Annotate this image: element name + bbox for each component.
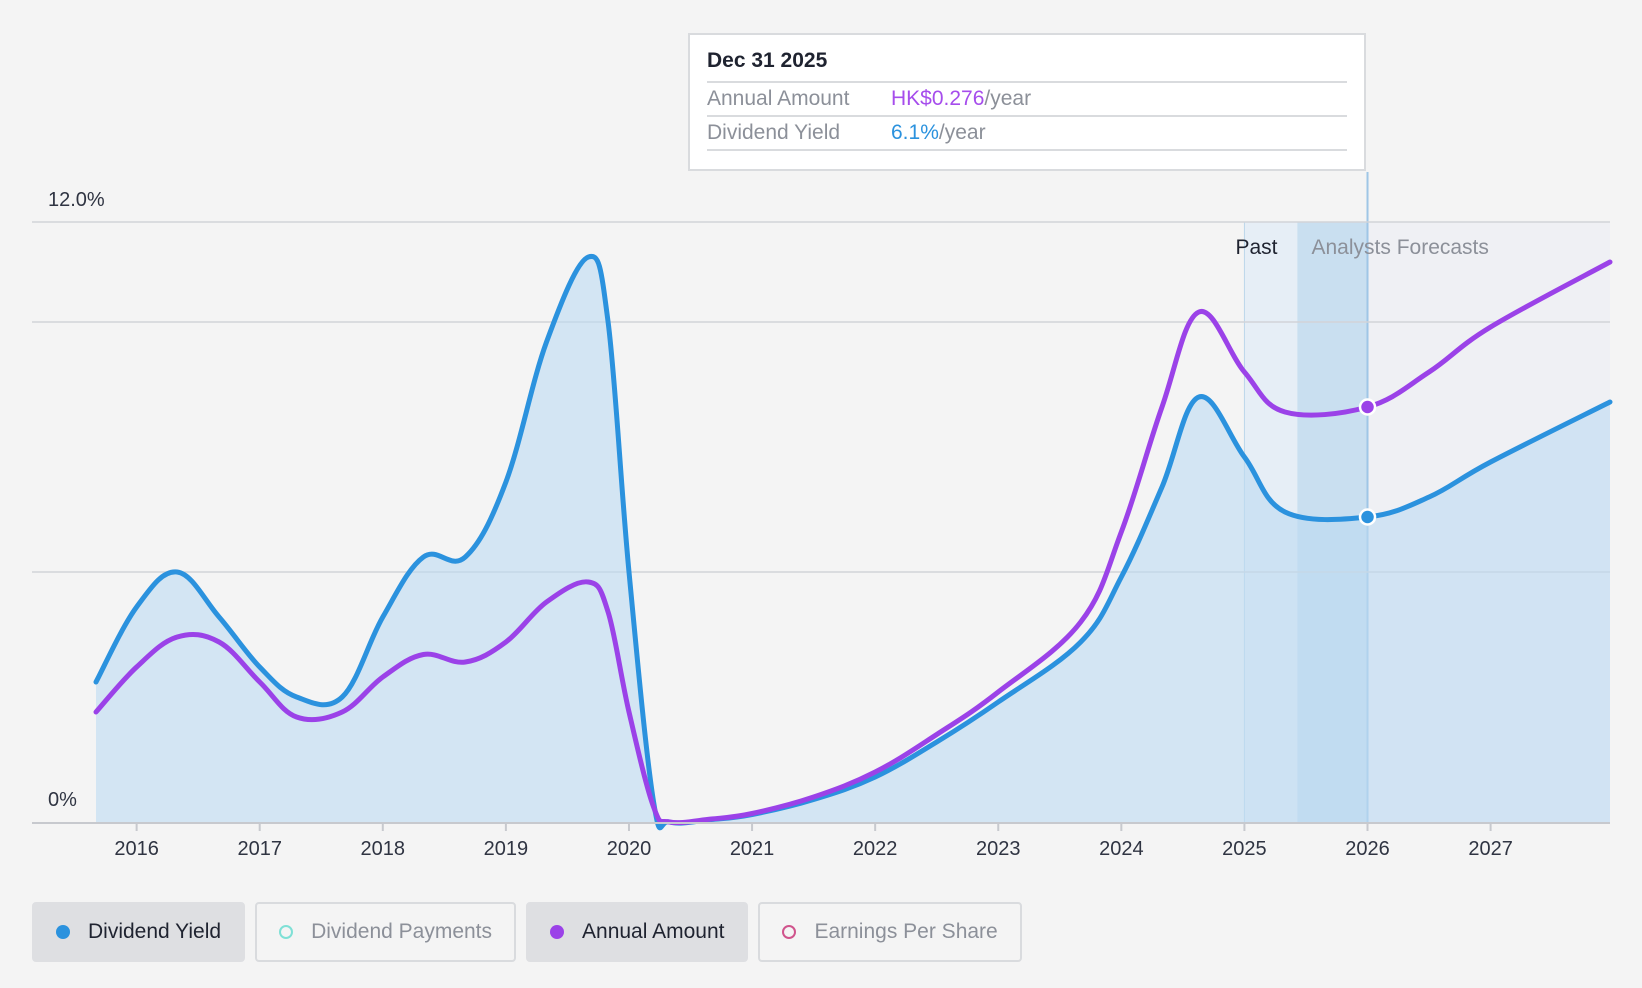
legend-label: Earnings Per Share — [814, 920, 998, 943]
legend-label: Dividend Yield — [88, 920, 222, 943]
tooltip-label: Dividend Yield — [707, 121, 841, 144]
y-tick-label: 0% — [48, 789, 77, 811]
past-label: Past — [1235, 236, 1277, 259]
x-tick-label: 2025 — [1222, 838, 1267, 860]
forecast-label: Analysts Forecasts — [1312, 236, 1489, 259]
tooltip-row-annual-amount: Annual Amount HK$0.276 /year — [707, 83, 1347, 117]
dividend-yield-marker — [1358, 508, 1377, 526]
x-tick-label: 2026 — [1345, 838, 1390, 860]
tooltip-label: Annual Amount — [707, 87, 850, 110]
x-tick-label: 2027 — [1468, 838, 1513, 860]
x-tick-label: 2023 — [976, 838, 1021, 860]
x-tick-label: 2020 — [607, 838, 652, 860]
chart-legend: Dividend Yield Dividend Payments Annual … — [32, 902, 1032, 962]
x-tick-label: 2016 — [114, 838, 159, 860]
y-tick-label: 12.0% — [48, 189, 105, 211]
tooltip-row-dividend-yield: Dividend Yield 6.1% /year — [707, 117, 1347, 151]
legend-label: Dividend Payments — [311, 920, 493, 943]
legend-annual-amount[interactable]: Annual Amount — [526, 902, 749, 962]
tooltip-value: HK$0.276 — [891, 87, 985, 110]
legend-dot-icon — [56, 925, 70, 939]
tooltip-unit: /year — [938, 121, 986, 144]
chart-tooltip: Dec 31 2025 Annual Amount HK$0.276 /year… — [688, 33, 1366, 171]
annual-amount-line — [93, 259, 1613, 826]
legend-dot-icon — [550, 925, 565, 939]
dividend-yield-area — [96, 256, 1610, 828]
dividend-chart: 12.0% 0% 2016 2017 2018 2019 2020 2021 2022 2023 2… — [32, 172, 1613, 860]
legend-dot-icon — [782, 925, 797, 939]
legend-dividend-yield[interactable]: Dividend Yield — [32, 902, 246, 962]
legend-dividend-payments[interactable]: Dividend Payments — [255, 902, 517, 962]
x-tick-label: 2024 — [1099, 838, 1144, 860]
legend-dot-icon — [279, 925, 294, 939]
tooltip-date: Dec 31 2025 — [707, 49, 1347, 83]
annual-amount-marker — [1358, 398, 1377, 416]
x-tick-label: 2019 — [484, 838, 529, 860]
x-tick-label: 2021 — [730, 838, 775, 860]
legend-earnings-per-share[interactable]: Earnings Per Share — [758, 902, 1022, 962]
tooltip-value: 6.1% — [891, 121, 939, 144]
dividend-yield-line — [93, 253, 1613, 831]
x-tick-label: 2022 — [853, 838, 898, 860]
x-tick-label: 2017 — [237, 838, 282, 860]
tooltip-unit: /year — [984, 87, 1032, 110]
legend-label: Annual Amount — [582, 920, 725, 943]
x-tick-label: 2018 — [361, 838, 406, 860]
